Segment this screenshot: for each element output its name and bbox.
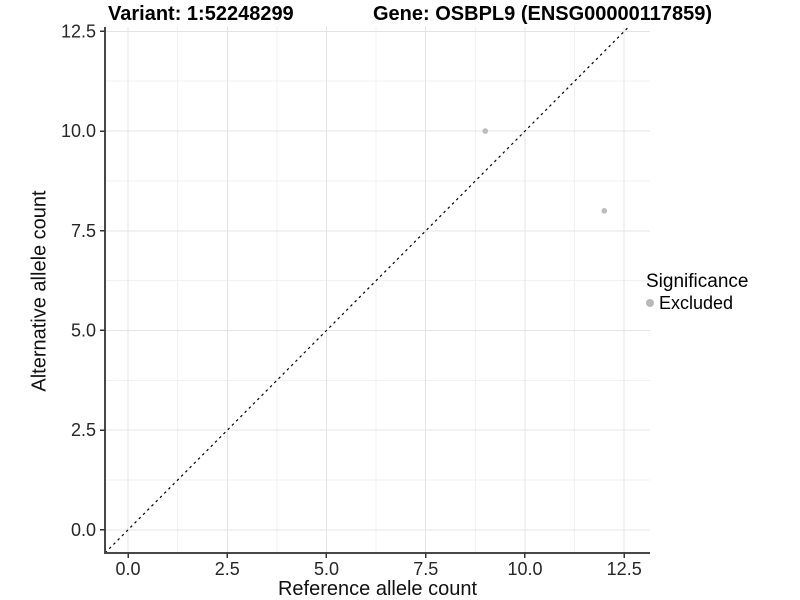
x-tick-label: 0.0: [116, 559, 141, 579]
legend-title: Significance: [646, 271, 749, 292]
identity-line: [104, 26, 629, 554]
data-point: [482, 128, 489, 134]
y-tick-label: 7.5: [71, 221, 96, 241]
y-tick-label: 5.0: [71, 320, 96, 340]
legend-item-label: Excluded: [659, 293, 734, 313]
data-point: [601, 208, 608, 214]
legend-point-swatch: [646, 299, 654, 307]
y-tick-label: 2.5: [71, 420, 96, 440]
y-tick-label: 12.5: [61, 21, 96, 41]
y-tick-label: 0.0: [71, 520, 96, 540]
legend-item-excluded: Excluded: [646, 293, 748, 313]
x-tick-label: 12.5: [607, 559, 642, 579]
plot-title-variant: Variant: 1:52248299: [108, 3, 294, 25]
x-tick-label: 2.5: [215, 559, 240, 579]
x-tick-label: 10.0: [507, 559, 542, 579]
x-tick-label: 5.0: [314, 559, 339, 579]
plot-title-gene: Gene: OSBPL9 (ENSG00000117859): [373, 3, 713, 25]
y-axis-title: Alternative allele count: [28, 190, 51, 392]
x-tick-label: 7.5: [413, 559, 438, 579]
y-tick-label: 10.0: [61, 121, 96, 141]
x-axis-title: Reference allele count: [277, 578, 477, 600]
legend: Significance Excluded: [646, 271, 748, 313]
